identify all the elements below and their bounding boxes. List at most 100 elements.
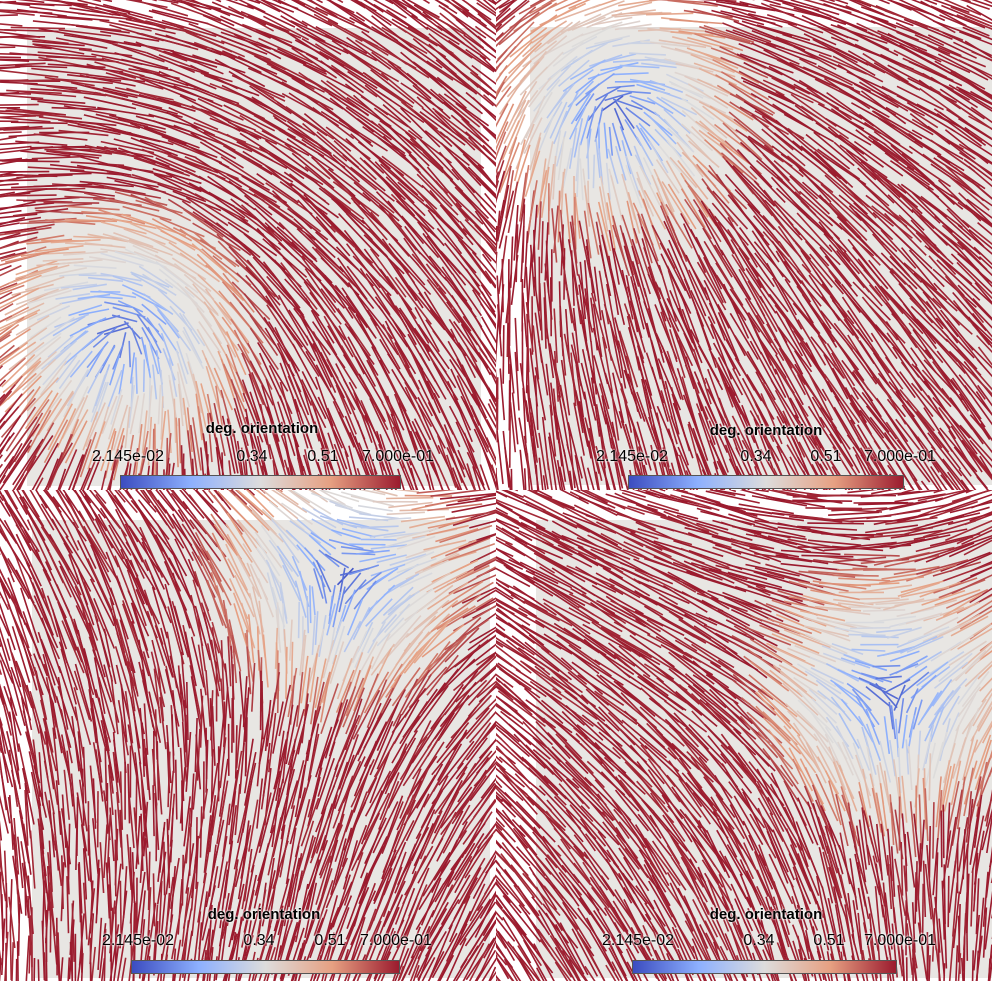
director-rod xyxy=(0,855,7,902)
director-rod xyxy=(157,183,207,203)
director-rod xyxy=(469,876,496,922)
director-rod xyxy=(66,119,117,127)
director-rod xyxy=(123,228,166,246)
director-rod xyxy=(8,79,66,82)
director-rod xyxy=(368,361,394,417)
director-rod xyxy=(793,45,846,71)
director-rod xyxy=(817,65,872,93)
director-rod xyxy=(48,800,56,858)
director-rod xyxy=(464,901,496,947)
director-rod xyxy=(353,665,372,712)
director-rod xyxy=(600,95,624,112)
director-rod xyxy=(971,84,992,97)
director-rod xyxy=(0,334,11,343)
director-rod xyxy=(903,271,942,310)
director-rod xyxy=(692,348,712,405)
director-rod xyxy=(151,586,169,639)
director-rod xyxy=(0,330,13,341)
director-rod xyxy=(404,386,432,441)
director-rod xyxy=(928,255,965,297)
director-rod xyxy=(548,436,558,490)
director-rod xyxy=(858,81,909,112)
director-rod xyxy=(0,613,11,637)
director-rod xyxy=(307,776,321,827)
director-rod xyxy=(403,774,437,826)
director-rod xyxy=(100,272,142,282)
director-rod xyxy=(59,259,103,265)
director-rod xyxy=(154,505,185,549)
director-rod xyxy=(930,76,979,109)
director-rod xyxy=(209,117,262,140)
director-rod xyxy=(399,768,422,819)
director-rod xyxy=(260,283,292,328)
director-rod xyxy=(595,85,621,101)
director-rod xyxy=(358,641,378,676)
director-rod xyxy=(381,894,404,943)
director-rod xyxy=(409,933,430,981)
director-rod xyxy=(108,394,124,440)
director-rod xyxy=(516,198,526,253)
director-rod xyxy=(546,20,581,45)
director-rod xyxy=(336,518,370,528)
director-rod xyxy=(335,384,357,435)
director-rod xyxy=(461,117,496,155)
director-rod xyxy=(345,687,365,735)
director-rod xyxy=(562,148,573,189)
director-rod xyxy=(751,495,808,507)
director-rod xyxy=(319,672,331,723)
director-rod xyxy=(474,210,496,242)
director-rod xyxy=(300,797,320,847)
director-rod xyxy=(256,729,264,787)
director-rod xyxy=(951,490,992,503)
director-rod xyxy=(205,851,218,908)
director-rod xyxy=(456,375,480,426)
director-rod xyxy=(373,849,397,902)
director-rod xyxy=(0,23,23,27)
director-rod xyxy=(753,28,806,51)
director-rod xyxy=(488,966,496,981)
director-rod xyxy=(96,145,154,158)
director-rod xyxy=(690,106,728,139)
director-rod xyxy=(901,404,936,451)
director-rod xyxy=(608,229,620,285)
director-rod xyxy=(914,34,962,57)
director-rod xyxy=(315,855,332,905)
director-rod xyxy=(374,161,415,204)
director-rod xyxy=(925,329,966,375)
director-rod xyxy=(564,193,571,244)
director-rod xyxy=(209,762,219,813)
director-rod xyxy=(496,170,506,204)
director-field-top-right xyxy=(496,0,992,490)
director-rod xyxy=(107,471,115,490)
director-rod xyxy=(381,830,400,880)
director-rod xyxy=(349,176,395,214)
director-rod xyxy=(940,474,954,490)
director-rod xyxy=(73,687,92,746)
director-rod xyxy=(228,245,269,290)
director-rod xyxy=(290,0,339,25)
director-rod xyxy=(156,760,163,815)
director-rod xyxy=(228,769,239,826)
director-rod xyxy=(55,504,80,551)
director-rod xyxy=(288,722,306,781)
director-rod xyxy=(688,140,720,169)
director-rod xyxy=(344,28,389,56)
director-rod xyxy=(0,575,23,619)
director-rod xyxy=(823,374,860,424)
director-rod xyxy=(32,40,85,47)
director-rod xyxy=(753,241,791,284)
director-rod xyxy=(970,180,992,200)
director-rod xyxy=(95,493,128,537)
director-rod xyxy=(534,375,539,430)
director-rod xyxy=(789,175,830,215)
director-rod xyxy=(948,84,992,112)
director-rod xyxy=(584,288,592,342)
director-rod xyxy=(0,323,20,340)
director-rod xyxy=(128,238,173,256)
director-rod xyxy=(278,684,292,737)
director-rod xyxy=(427,701,461,749)
director-rod xyxy=(96,322,129,335)
director-rod xyxy=(108,856,113,911)
director-rod xyxy=(496,49,508,64)
director-rod xyxy=(734,335,767,385)
